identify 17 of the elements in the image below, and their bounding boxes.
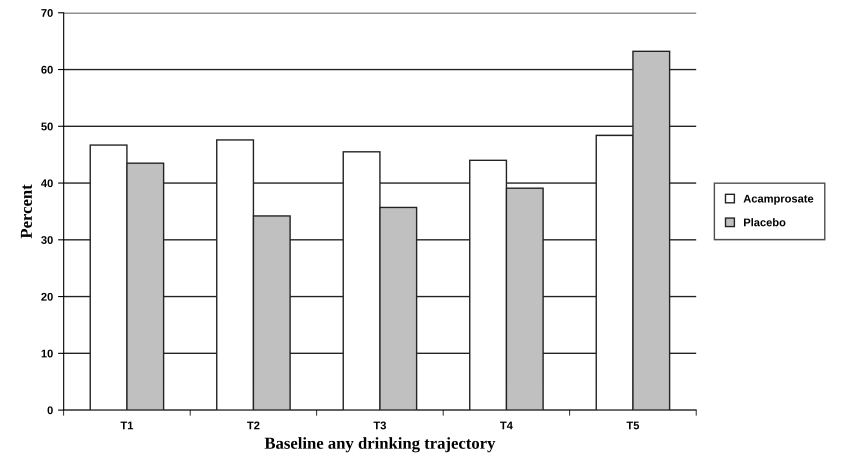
legend-label: Placebo [744, 218, 786, 226]
y-tick-label: 40 [41, 179, 53, 188]
y-tick-label: 70 [41, 9, 53, 17]
y-tick-label: 10 [42, 350, 53, 358]
x-tick-label: T2 [247, 421, 260, 430]
y-tick-label: 50 [41, 122, 53, 130]
x-tick-label: T4 [500, 422, 513, 430]
x-tick-label: T5 [626, 422, 640, 430]
y-tick-label: 0 [48, 406, 53, 414]
y-tick-label: 30 [41, 236, 53, 244]
x-tick-label: T3 [374, 421, 386, 430]
y-axis-title: Percent [20, 184, 32, 238]
x-tick-label: T1 [120, 422, 134, 430]
legend-label: Acamprosate [744, 194, 814, 205]
y-tick-label: 20 [41, 292, 53, 301]
x-axis-title: Baseline any drinking trajectory [264, 437, 496, 452]
y-tick-label: 60 [41, 66, 53, 74]
